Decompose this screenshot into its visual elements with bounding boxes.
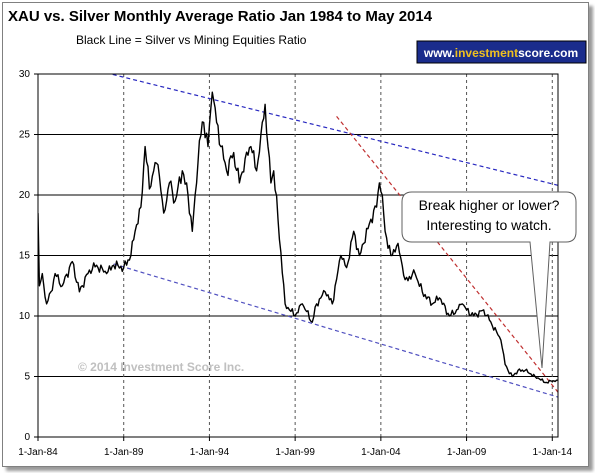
svg-text:www.investmentscore.com: www.investmentscore.com xyxy=(423,46,578,60)
x-tick-label: 1-Jan-89 xyxy=(104,447,144,458)
y-tick-label: 30 xyxy=(19,69,31,80)
badge-prefix: www. xyxy=(423,46,455,60)
copyright-watermark: © 2014 Investment Score Inc. xyxy=(78,360,244,374)
x-tick-label: 1-Jan-99 xyxy=(275,447,315,458)
website-badge: www.investmentscore.com xyxy=(416,40,587,64)
callout-box: Break higher or lower? Interesting to wa… xyxy=(401,191,577,369)
series-line xyxy=(38,91,558,384)
lower-channel-trendline xyxy=(113,263,558,398)
badge-accent: investment xyxy=(455,46,518,60)
chart-subtitle: Black Line = Silver vs Mining Equities R… xyxy=(76,33,307,47)
x-tick-label: 1-Jan-94 xyxy=(190,447,230,458)
resistance-trendline xyxy=(336,115,558,393)
y-tick-label: 0 xyxy=(24,432,30,443)
callout-line-1: Break higher or lower? xyxy=(419,197,560,213)
y-tick-label: 20 xyxy=(19,190,31,201)
y-tick-label: 15 xyxy=(19,251,31,262)
y-tick-label: 25 xyxy=(19,130,31,141)
callout-line-2: Interesting to watch. xyxy=(426,217,551,233)
x-tick-label: 1-Jan-14 xyxy=(533,447,573,458)
y-tick-label: 5 xyxy=(24,372,30,383)
badge-suffix: score.com xyxy=(518,46,578,60)
x-tick-label: 1-Jan-04 xyxy=(361,447,401,458)
upper-channel-trendline xyxy=(108,74,558,186)
chart-title: XAU vs. Silver Monthly Average Ratio Jan… xyxy=(8,8,433,25)
x-tick-label: 1-Jan-09 xyxy=(447,447,487,458)
y-tick-label: 10 xyxy=(19,311,31,322)
x-tick-label: 1-Jan-84 xyxy=(18,447,58,458)
